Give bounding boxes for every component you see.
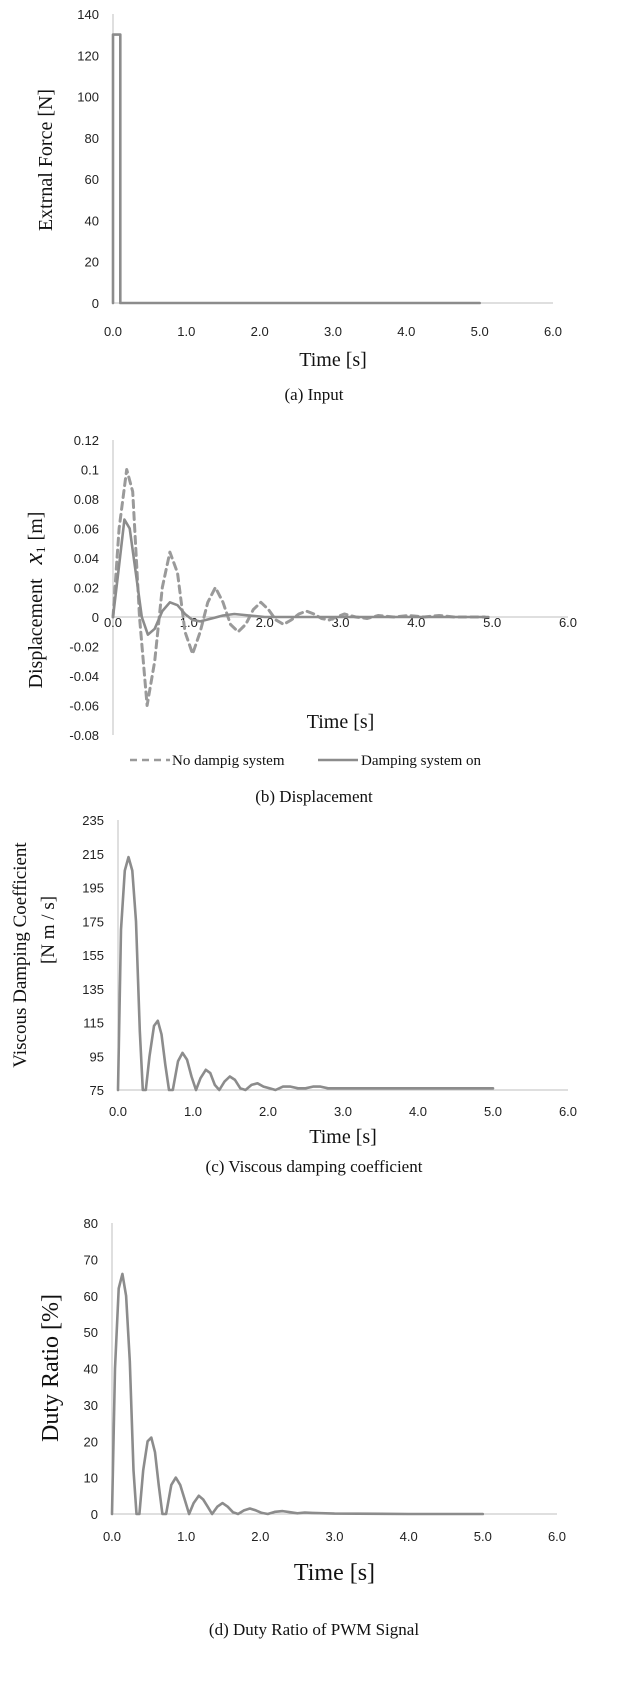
x-tick-label: 3.0 [334,1104,352,1119]
x-tick-label: 1.0 [184,1104,202,1119]
y-tick-label: 10 [84,1471,98,1486]
y-tick-label: 115 [83,1016,104,1031]
x-tick-label: 1.0 [177,324,195,339]
y-tick-label: 75 [90,1083,104,1098]
y-tick-label: 60 [84,1289,98,1304]
y-tick-label: 0.08 [74,492,99,507]
chart-panel-4: 0 10 20 30 40 50 60 70 80 0.0 1.0 2.0 3.0 4.0 5.0 6.0 Ti… [38,1216,566,1639]
x-tick-label: 2.0 [251,1529,269,1544]
y-tick-label: 40 [84,1362,98,1377]
series-line [110,1272,485,1516]
y-axis-label: Viscous Damping Coefficient [10,842,31,1068]
chart-panel-1: 0 20 40 60 80 100 120 140 0.0 1.0 2.0 3.0 4.0 5.0 6.0 T… [35,7,562,404]
y-tick-label: -0.08 [69,728,99,743]
x-tick-label: 5.0 [483,615,501,630]
y-tick-label: 155 [82,948,104,963]
y-tick-label: 60 [85,172,99,187]
x-axis-label: Time [s] [309,1126,377,1148]
x-tick-label: 6.0 [544,324,562,339]
figure-caption: (a) Input [284,385,343,404]
y-tick-label: 0.02 [74,581,99,596]
x-tick-label: 4.0 [397,324,415,339]
y-axis-label: Duty Ratio [%] [38,1294,64,1442]
y-axis-label-symbol: x [19,552,48,565]
y-axis-label-text: Displacement [25,578,47,688]
x-tick-label: 0.0 [104,615,122,630]
y-tick-label: 50 [84,1325,98,1340]
y-tick-label: 100 [77,90,99,105]
y-tick-label: 70 [84,1252,98,1267]
y-tick-label: 0.12 [74,433,99,448]
x-tick-label: 4.0 [407,615,425,630]
y-tick-label: 20 [84,1434,98,1449]
x-tick-label: 4.0 [400,1529,418,1544]
y-tick-label: 95 [90,1049,104,1064]
legend-entry: Damping system on [361,753,481,769]
x-tick-label: 6.0 [548,1529,566,1544]
x-tick-label: 0.0 [103,1529,121,1544]
figure-caption: (c) Viscous damping coefficient [206,1157,423,1176]
y-tick-label: 20 [85,255,99,270]
figure-caption: (d) Duty Ratio of PWM Signal [209,1620,419,1639]
y-tick-label: 215 [82,847,104,862]
y-axis-label-subscript: 1 [33,546,48,553]
figure-caption: (b) Displacement [255,787,373,806]
x-tick-label: 5.0 [484,1104,502,1119]
x-tick-label: 1.0 [177,1529,195,1544]
x-tick-label: 4.0 [409,1104,427,1119]
y-axis-label-unit: [m] [25,512,47,541]
x-tick-label: 6.0 [559,615,577,630]
y-tick-label: 0 [92,610,99,625]
y-tick-label: 135 [82,982,104,997]
y-axis-label: Extrnal Force [N] [35,89,57,231]
chart-panel-2: -0.08 -0.06 -0.04 -0.02 0 0.02 0.04 0.06 0.08 0.1… [19,433,577,806]
y-tick-label: -0.02 [69,640,99,655]
y-tick-label: 0 [91,1507,98,1522]
x-tick-label: 3.0 [324,324,342,339]
x-tick-label: 2.0 [256,615,274,630]
y-axis-label-unit: [N m / s] [38,896,59,964]
x-tick-label: 3.0 [325,1529,343,1544]
legend-entry: No dampig system [172,753,285,769]
x-tick-label: 0.0 [109,1104,127,1119]
y-tick-label: 235 [82,813,104,828]
x-tick-label: 5.0 [474,1529,492,1544]
x-tick-label: 2.0 [259,1104,277,1119]
y-tick-label: 0 [92,296,99,311]
x-tick-label: 5.0 [471,324,489,339]
y-tick-label: -0.04 [69,669,99,684]
y-tick-label: 80 [84,1216,98,1231]
x-tick-label: 0.0 [104,324,122,339]
series-line [116,855,495,1092]
y-tick-label: 195 [82,881,104,896]
y-tick-label: 0.04 [74,551,99,566]
x-tick-label: 2.0 [251,324,269,339]
series-line-no-dampig-system [111,468,487,707]
x-axis-label: Time [s] [294,1560,375,1586]
y-tick-label: 120 [77,48,99,63]
y-tick-label: -0.06 [69,699,99,714]
y-tick-label: 0.1 [81,463,99,478]
x-tick-label: 6.0 [559,1104,577,1119]
y-tick-label: 140 [77,7,99,22]
series-line-damping-system-on [111,518,490,636]
legend: No dampig system Damping system on [130,753,481,769]
y-tick-label: 40 [85,213,99,228]
y-tick-label: 80 [85,131,99,146]
y-tick-label: 175 [82,914,104,929]
y-tick-label: 0.06 [74,522,99,537]
series-line [111,33,481,305]
chart-panel-3: 75 95 115 135 155 175 195 215 235 0.0 1.0 2.0 3.0 4.0… [10,813,577,1176]
x-axis-label: Time [s] [299,349,367,371]
y-tick-label: 30 [84,1398,98,1413]
x-axis-label: Time [s] [307,711,375,733]
y-axis-label: Displacement x1 [m] [19,512,48,689]
